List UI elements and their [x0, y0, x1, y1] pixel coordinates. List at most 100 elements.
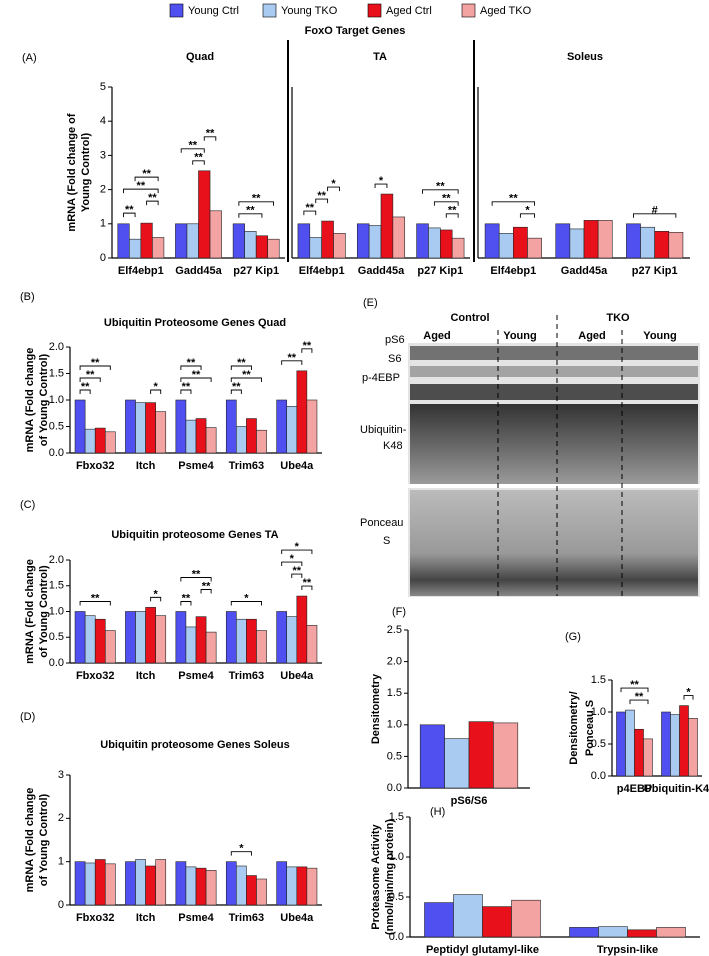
y-tick-label: 2.0: [49, 341, 64, 353]
bar: [84, 615, 96, 664]
bar: [569, 927, 599, 938]
panel-label: (G): [565, 631, 581, 643]
significance-bracket: [230, 377, 262, 382]
bar: [185, 419, 197, 454]
significance-bracket: [683, 695, 694, 700]
bar: [246, 618, 257, 664]
significance-bracket: [150, 596, 162, 602]
significance-bracket: [620, 687, 649, 693]
significance-bracket: [192, 160, 205, 165]
significance-bracket: [301, 585, 313, 591]
significance-label: **: [509, 193, 518, 205]
bar: [175, 399, 187, 454]
bar: [186, 223, 199, 259]
chart-title: Ubiquitin proteosome Genes Soleus: [100, 739, 289, 751]
significance-bracket: [327, 186, 340, 192]
bar: [444, 738, 470, 789]
bar: [392, 216, 406, 259]
y-tick-label: 1.0: [387, 719, 402, 731]
bar: [286, 866, 298, 906]
bar: [356, 223, 370, 259]
significance-bracket: [203, 136, 217, 141]
significance-label: **: [442, 193, 451, 205]
x-tick-label: Gadd45a: [561, 265, 608, 277]
bar: [511, 899, 541, 938]
significance-bracket: [180, 601, 192, 606]
bar: [198, 170, 211, 259]
bar: [195, 867, 207, 906]
x-tick-label: p27 Kip1: [632, 265, 678, 277]
blot-row-label: S: [383, 535, 390, 547]
significance-label: *: [154, 588, 159, 600]
bar: [627, 929, 657, 938]
y-tick-label: 0.5: [389, 891, 404, 903]
bar: [276, 861, 288, 906]
bar: [468, 721, 494, 789]
bar: [225, 399, 237, 454]
significance-bracket: [281, 549, 313, 555]
y-axis-label: Young Control): [80, 133, 92, 213]
significance-label: **: [317, 190, 326, 202]
bar: [286, 616, 298, 664]
bar: [296, 370, 308, 454]
x-tick-label: Psme4: [178, 460, 214, 472]
x-tick-label: Ube4a: [280, 670, 314, 682]
significance-label: **: [287, 352, 296, 364]
significance-label: *: [290, 553, 295, 565]
blot-subgroup: Young: [643, 330, 676, 342]
y-tick-label: 2: [58, 812, 64, 824]
y-tick-label: 1.5: [389, 811, 404, 823]
bar: [94, 618, 106, 664]
bar: [626, 223, 641, 259]
bar: [209, 210, 222, 259]
y-axis-label: mRNA (Fold change of: [66, 113, 78, 231]
significance-bracket: [150, 389, 162, 394]
bar: [297, 223, 311, 259]
bar: [104, 630, 116, 664]
bar: [276, 399, 288, 454]
significance-label: *: [295, 541, 300, 553]
bar: [276, 611, 288, 664]
bar: [94, 427, 106, 454]
bar: [306, 625, 318, 664]
y-tick-label: 1.0: [49, 605, 64, 617]
significance-label: **: [182, 381, 191, 393]
significance-bracket: [79, 389, 91, 394]
chart-title: TA: [373, 51, 387, 63]
significance-bracket: [433, 201, 459, 206]
significance-bracket: [79, 601, 111, 606]
significance-bracket: [180, 377, 212, 382]
significance-bracket: [281, 360, 303, 365]
significance-label: **: [232, 381, 241, 393]
y-tick-label: 3: [58, 769, 64, 781]
bar: [145, 402, 156, 454]
bar: [493, 722, 519, 789]
significance-label: *: [239, 843, 244, 855]
significance-label: *: [331, 178, 336, 190]
x-tick-label: p27 Kip1: [417, 265, 463, 277]
significance-label: **: [242, 369, 251, 381]
y-tick-label: 2.0: [387, 656, 402, 668]
chart-title: Ubiquitin Proteosome Genes Quad: [104, 317, 286, 329]
bar: [125, 611, 136, 664]
significance-label: *: [686, 687, 691, 699]
bar: [428, 227, 441, 259]
bar: [129, 238, 142, 259]
bar: [451, 237, 465, 259]
bar: [155, 411, 167, 454]
significance-bracket: [134, 176, 159, 182]
significance-label: **: [137, 180, 146, 192]
significance-bracket: [123, 212, 136, 218]
bar: [513, 226, 528, 259]
bar: [309, 237, 322, 259]
significance-label: **: [303, 577, 312, 589]
bar: [117, 223, 130, 259]
significance-label: *: [154, 381, 159, 393]
x-tick-label: p27 Kip1: [233, 265, 279, 277]
x-tick-label: Fbxo32: [76, 912, 115, 924]
y-tick-label: 1: [58, 856, 64, 868]
significance-bracket: [146, 200, 159, 206]
bar: [306, 867, 318, 906]
bar: [175, 611, 187, 664]
y-tick-label: 1.5: [49, 580, 64, 592]
